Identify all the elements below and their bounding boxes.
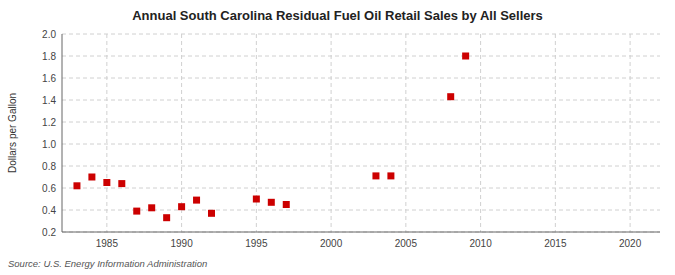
- axes: 0.2 0.4 0.6 0.8 1.0 1.2 1.4 1.6 1.8 2.0 1985 1990 19…: [42, 29, 660, 250]
- grid-line: [62, 122, 660, 123]
- points: [73, 53, 469, 222]
- y-tick-label: 1.6: [42, 73, 56, 84]
- grid-line: [331, 34, 332, 232]
- y-tick-label: 1.4: [42, 95, 56, 106]
- point: [268, 199, 275, 206]
- grid-line: [106, 34, 107, 232]
- y-tick-label: 1.8: [42, 51, 56, 62]
- x-tick-label: 1995: [245, 238, 268, 249]
- x-tick-label: 2020: [619, 238, 642, 249]
- grid-line: [62, 144, 660, 145]
- x-tick-label: 1985: [96, 238, 119, 249]
- point: [118, 180, 125, 187]
- grid-line: [630, 34, 631, 232]
- grid-line: [62, 56, 660, 57]
- x-axis-line: [62, 232, 660, 233]
- point: [462, 53, 469, 60]
- x-tick-label: 2000: [320, 238, 343, 249]
- x-tick-label: 2015: [544, 238, 567, 249]
- point: [148, 204, 155, 211]
- point: [372, 172, 379, 179]
- point: [193, 197, 200, 204]
- grid-line: [62, 232, 660, 233]
- y-axis-label: Dollars per Gallon: [7, 93, 18, 173]
- grid: [62, 34, 660, 232]
- x-tick-label: 2005: [395, 238, 418, 249]
- point: [208, 210, 215, 217]
- y-axis-line: [62, 34, 63, 232]
- grid-line: [555, 34, 556, 232]
- y-tick-label: 0.2: [42, 227, 56, 238]
- point: [178, 203, 185, 210]
- point: [88, 174, 95, 181]
- y-tick-label: 0.6: [42, 183, 56, 194]
- x-tick-label: 2010: [469, 238, 492, 249]
- grid-line: [62, 34, 660, 35]
- grid-line: [480, 34, 481, 232]
- point: [387, 172, 394, 179]
- y-tick-label: 1.0: [42, 139, 56, 150]
- grid-line: [405, 34, 406, 232]
- point: [133, 208, 140, 215]
- point: [447, 93, 454, 100]
- grid-line: [181, 34, 182, 232]
- point: [103, 179, 110, 186]
- annotation: Source: U.S. Energy Information Administ…: [8, 258, 207, 269]
- y-tick-label: 2.0: [42, 29, 56, 40]
- grid-line: [62, 100, 660, 101]
- grid-line: [62, 78, 660, 79]
- y-tick-label: 1.2: [42, 117, 56, 128]
- title: Annual South Carolina Residual Fuel Oil …: [132, 8, 543, 23]
- y-tick-label: 0.4: [42, 205, 56, 216]
- chart: Annual South Carolina Residual Fuel Oil …: [0, 0, 675, 275]
- point: [253, 196, 260, 203]
- point: [163, 214, 170, 221]
- grid-line: [62, 188, 660, 189]
- x-tick-label: 1990: [170, 238, 193, 249]
- point: [73, 182, 80, 189]
- point: [283, 201, 290, 208]
- grid-line: [62, 166, 660, 167]
- y-tick-label: 0.8: [42, 161, 56, 172]
